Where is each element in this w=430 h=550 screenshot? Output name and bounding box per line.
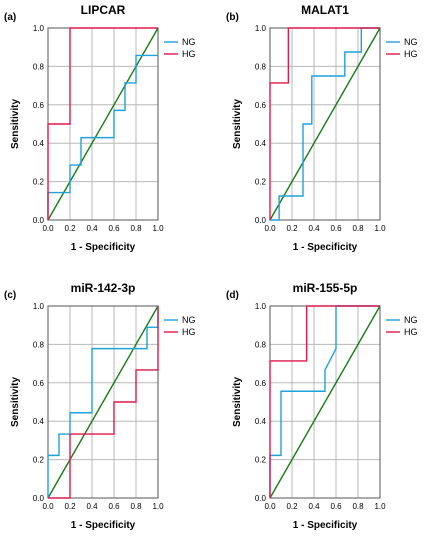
- y-tick-label: 0.8: [255, 340, 267, 349]
- roc-curve-ng: [47, 54, 158, 220]
- roc-curve-hg: [47, 27, 158, 220]
- plot-frame: [47, 305, 159, 499]
- x-tick-label: 0.6: [330, 224, 342, 233]
- x-tick-label: 0.6: [330, 502, 342, 511]
- x-axis-label: 1 - Specificity: [71, 242, 136, 253]
- x-tick-label: 0.2: [64, 224, 76, 233]
- legend-label: NG: [182, 37, 196, 47]
- y-tick-label: 0.4: [255, 139, 267, 148]
- x-tick-label: 0.0: [264, 502, 276, 511]
- x-tick-label: 0.2: [64, 502, 76, 511]
- x-tick-label: 0.2: [286, 502, 298, 511]
- y-axis-label: Sensitivity: [10, 99, 21, 149]
- y-tick-label: 0.6: [255, 379, 267, 388]
- roc-panel: (a) LIPCAR 0.0 0.2 0.4 0.6 0.8 1.0 0.0 0.2 0.4 0.6 0…: [4, 3, 196, 253]
- x-axis-label: 1 - Specificity: [71, 520, 136, 531]
- y-tick-label: 1.0: [255, 302, 267, 311]
- panel-label: (a): [4, 12, 16, 23]
- y-tick-label: 1.0: [33, 24, 45, 33]
- x-tick-label: 1.0: [374, 502, 386, 511]
- roc-curve-hg: [48, 306, 159, 499]
- x-tick-label: 0.0: [264, 224, 276, 233]
- x-tick-label: 0.4: [308, 502, 320, 511]
- reference-line: [47, 27, 159, 221]
- reference-line: [47, 305, 159, 499]
- y-axis-label: Sensitivity: [232, 377, 243, 427]
- x-tick-label: 0.6: [108, 224, 120, 233]
- x-tick-label: 0.8: [352, 502, 364, 511]
- y-tick-label: 0.8: [255, 62, 267, 71]
- y-tick-label: 0.0: [33, 494, 45, 503]
- chart-title: miR-155-5p: [293, 281, 358, 295]
- roc-curve-ng: [269, 305, 380, 498]
- y-axis-label: Sensitivity: [232, 99, 243, 149]
- panel-label: (b): [226, 12, 239, 23]
- y-tick-label: 1.0: [33, 302, 45, 311]
- legend-label: NG: [182, 315, 196, 325]
- y-tick-label: 0.8: [33, 340, 45, 349]
- roc-panel: (b) MALAT1 0.0 0.2 0.4 0.6 0.8 1.0 0.0 0.2 0.4 0.6 0…: [226, 3, 418, 253]
- reference-line: [269, 27, 381, 221]
- x-tick-label: 0.4: [86, 224, 98, 233]
- y-tick-label: 0.4: [33, 139, 45, 148]
- chart-title: miR-142-3p: [71, 281, 136, 295]
- y-tick-label: 0.6: [33, 101, 45, 110]
- x-tick-label: 0.6: [108, 502, 120, 511]
- roc-panel: (d) miR-155-5p 0.0 0.2 0.4 0.6 0.8 1.0 0.0 0.2 0.4…: [226, 281, 418, 531]
- roc-curve-hg: [269, 27, 380, 220]
- x-axis-label: 1 - Specificity: [293, 242, 358, 253]
- panel-label: (d): [226, 290, 239, 301]
- chart-title: MALAT1: [301, 3, 349, 17]
- y-tick-label: 0.2: [255, 178, 267, 187]
- y-tick-label: 0.8: [33, 62, 45, 71]
- y-tick-label: 0.0: [255, 216, 267, 225]
- y-tick-label: 0.4: [255, 417, 267, 426]
- legend-label: HG: [182, 327, 196, 337]
- x-tick-label: 0.4: [308, 224, 320, 233]
- y-tick-label: 0.0: [33, 216, 45, 225]
- x-tick-label: 0.4: [86, 502, 98, 511]
- x-tick-label: 0.0: [42, 502, 54, 511]
- legend-label: HG: [182, 49, 196, 59]
- y-tick-label: 0.4: [33, 417, 45, 426]
- chart-title: LIPCAR: [81, 3, 126, 17]
- roc-panel: (c) miR-142-3p 0.0 0.2 0.4 0.6 0.8 1.0 0.0 0.2 0.4…: [4, 281, 196, 531]
- x-tick-label: 1.0: [152, 502, 164, 511]
- legend-label: HG: [404, 49, 418, 59]
- x-tick-label: 0.8: [130, 502, 142, 511]
- roc-curve-ng: [270, 27, 380, 221]
- y-axis-label: Sensitivity: [10, 377, 21, 427]
- x-tick-label: 0.2: [286, 224, 298, 233]
- roc-curve-hg: [269, 305, 380, 498]
- x-tick-label: 1.0: [374, 224, 386, 233]
- reference-line: [269, 305, 381, 499]
- x-axis-label: 1 - Specificity: [293, 520, 358, 531]
- y-tick-label: 0.6: [255, 101, 267, 110]
- y-tick-label: 0.2: [33, 456, 45, 465]
- y-tick-label: 0.6: [33, 379, 45, 388]
- roc-curve-ng: [47, 306, 159, 498]
- legend-label: NG: [404, 37, 418, 47]
- panel-label: (c): [4, 290, 16, 301]
- y-tick-label: 1.0: [255, 24, 267, 33]
- x-tick-label: 0.8: [130, 224, 142, 233]
- x-tick-label: 1.0: [152, 224, 164, 233]
- y-tick-label: 0.2: [33, 178, 45, 187]
- y-tick-label: 0.0: [255, 494, 267, 503]
- x-tick-label: 0.8: [352, 224, 364, 233]
- x-tick-label: 0.0: [42, 224, 54, 233]
- legend-label: NG: [404, 315, 418, 325]
- legend-label: HG: [404, 327, 418, 337]
- y-tick-label: 0.2: [255, 456, 267, 465]
